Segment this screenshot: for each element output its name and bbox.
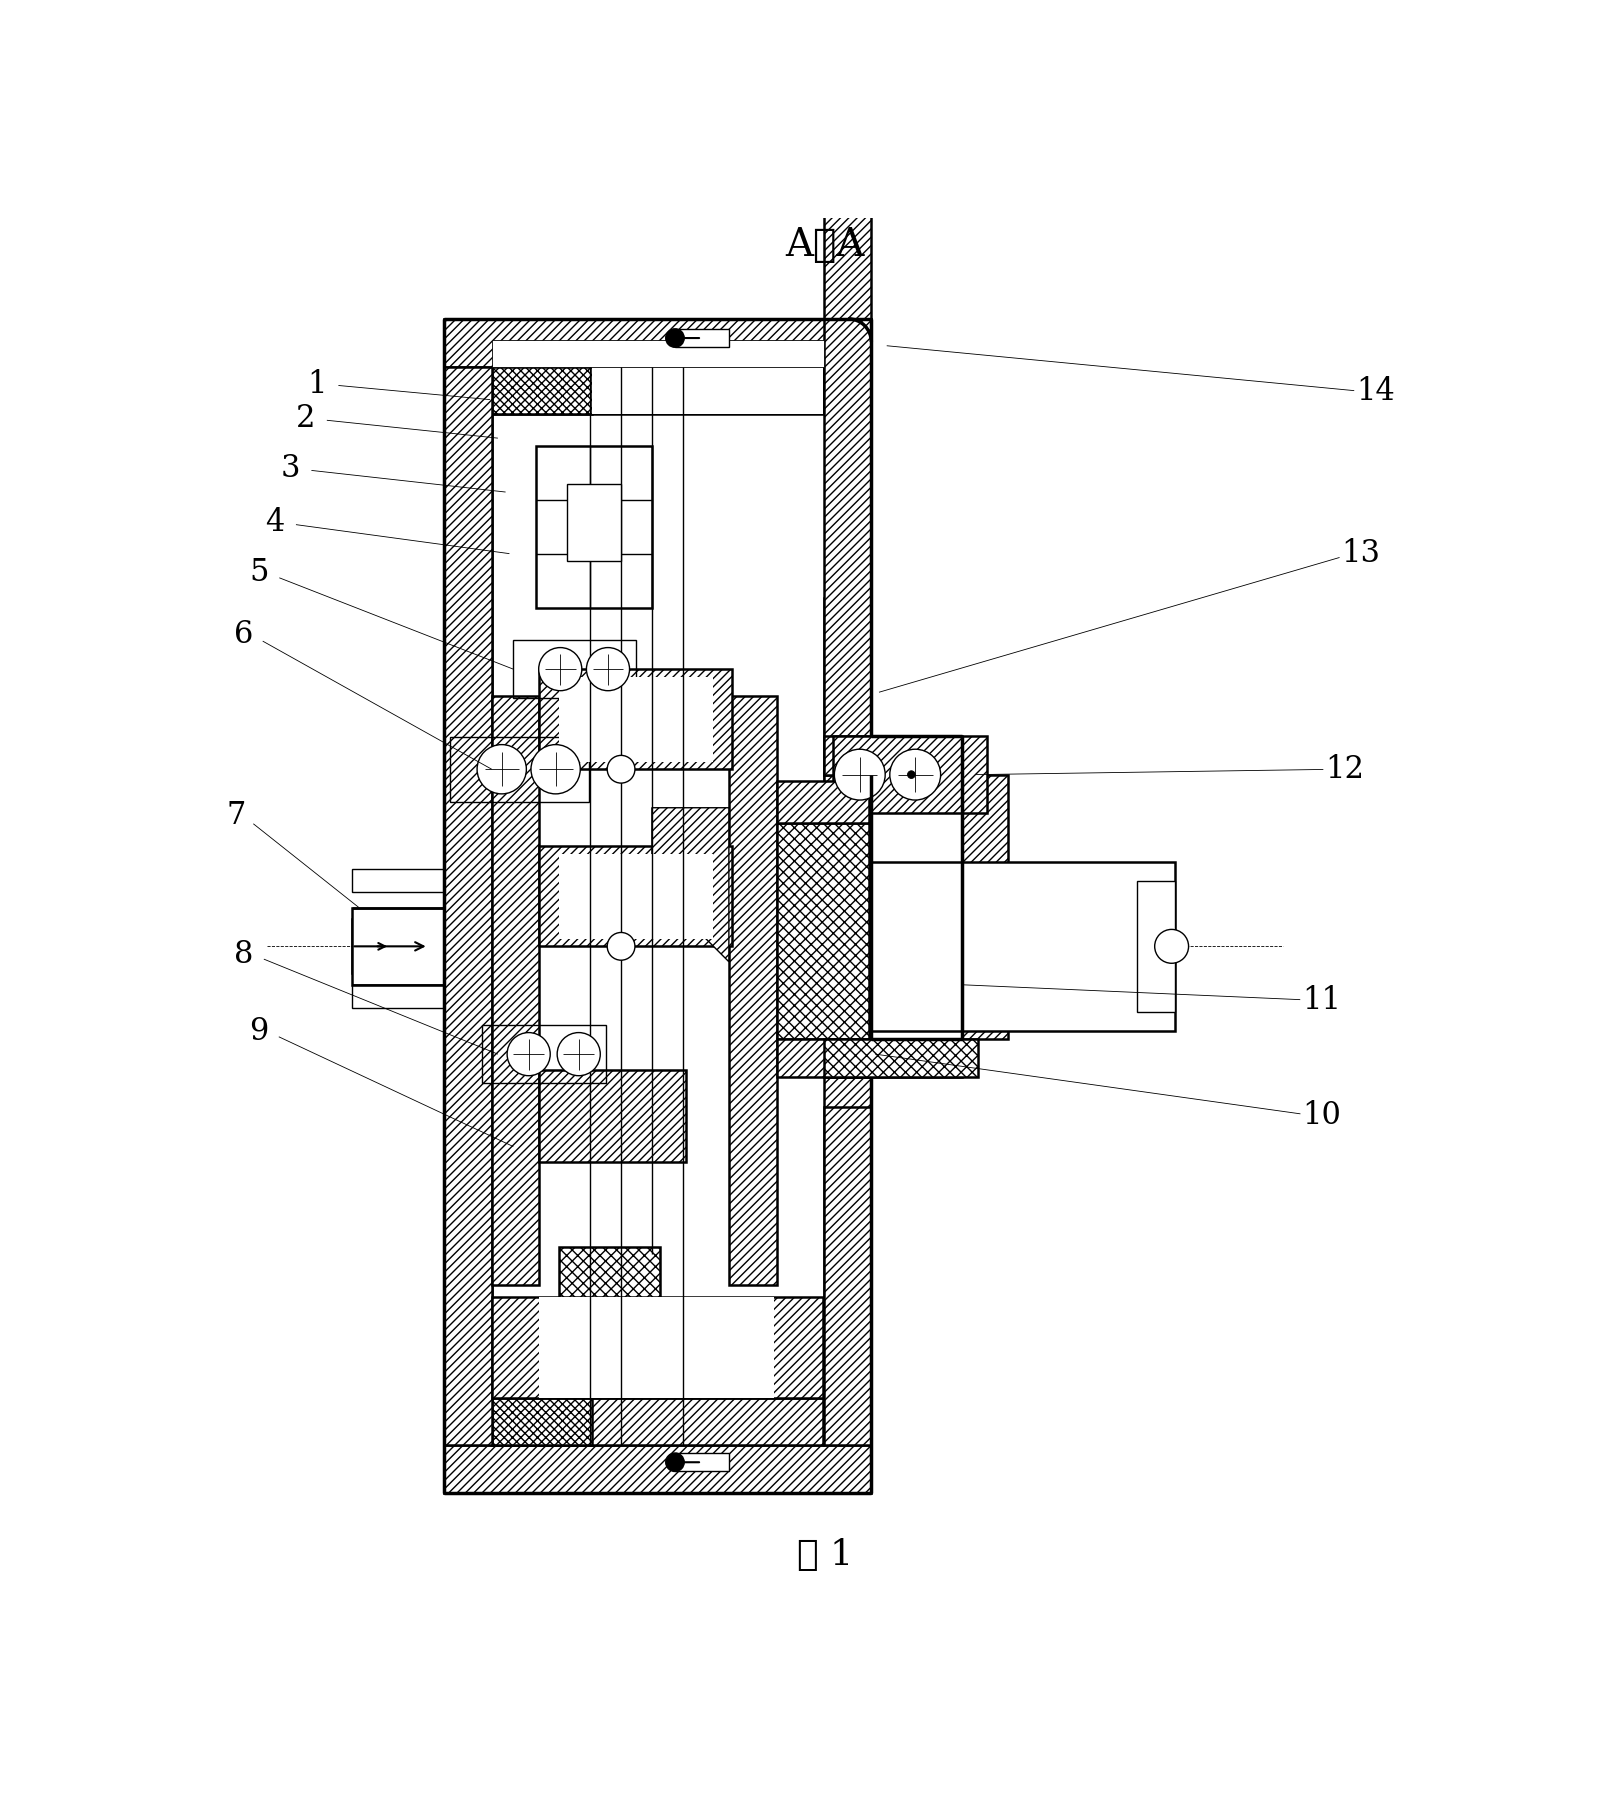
Bar — [539, 668, 733, 770]
Bar — [444, 1446, 871, 1493]
Text: 4: 4 — [266, 507, 285, 538]
Bar — [824, 1039, 977, 1077]
Circle shape — [667, 1453, 684, 1471]
Bar — [776, 781, 869, 823]
Bar — [824, 597, 871, 1446]
Bar — [491, 696, 539, 1286]
Bar — [776, 823, 869, 1039]
Bar — [1137, 881, 1175, 1012]
Bar — [444, 1446, 871, 1493]
Bar — [491, 1398, 592, 1446]
Bar — [539, 846, 733, 946]
Text: 12: 12 — [1325, 754, 1364, 785]
Bar — [729, 696, 776, 1286]
Bar — [592, 367, 823, 414]
Bar — [444, 367, 491, 1446]
Bar — [351, 984, 444, 1008]
Text: 14: 14 — [1356, 376, 1394, 407]
Text: 9: 9 — [250, 1015, 269, 1046]
Bar — [871, 861, 1175, 1031]
Text: 图 1: 图 1 — [797, 1538, 853, 1571]
Circle shape — [1154, 930, 1188, 962]
Bar — [539, 1297, 774, 1398]
Circle shape — [586, 648, 630, 690]
Bar — [444, 320, 871, 367]
Polygon shape — [652, 808, 729, 962]
Circle shape — [477, 745, 526, 794]
Bar — [824, 735, 963, 775]
Text: A－A: A－A — [786, 227, 865, 263]
Bar — [824, 320, 871, 775]
Circle shape — [667, 329, 684, 347]
Text: 6: 6 — [233, 619, 253, 650]
Bar — [675, 329, 729, 347]
Bar — [567, 485, 621, 561]
Text: 11: 11 — [1302, 984, 1341, 1015]
Circle shape — [531, 745, 580, 794]
Text: 2: 2 — [296, 403, 316, 434]
Bar — [444, 367, 491, 1446]
Circle shape — [834, 750, 886, 801]
Text: 1: 1 — [308, 369, 327, 400]
Bar — [451, 737, 589, 801]
Bar — [675, 1453, 729, 1471]
Bar — [491, 1398, 823, 1446]
Text: 5: 5 — [250, 558, 269, 588]
Circle shape — [890, 750, 940, 801]
Bar — [560, 1246, 660, 1308]
Bar — [560, 677, 713, 761]
Bar — [351, 919, 444, 973]
Text: 3: 3 — [280, 454, 299, 485]
Bar — [444, 320, 871, 367]
Circle shape — [557, 1033, 601, 1075]
Bar — [824, 775, 871, 1077]
Bar — [776, 1039, 869, 1077]
Bar — [483, 1024, 605, 1084]
Bar — [491, 340, 824, 367]
Bar — [514, 639, 636, 699]
Bar — [824, 1106, 871, 1446]
Text: 10: 10 — [1302, 1100, 1341, 1131]
Text: 7: 7 — [227, 799, 246, 832]
Bar — [491, 367, 592, 414]
Bar — [824, 0, 871, 367]
Circle shape — [607, 755, 634, 783]
Circle shape — [908, 770, 914, 779]
Bar — [351, 908, 444, 984]
Text: 8: 8 — [233, 939, 253, 970]
Circle shape — [539, 648, 581, 690]
Bar — [832, 735, 987, 814]
Bar — [351, 870, 444, 892]
Text: 13: 13 — [1341, 538, 1380, 568]
Bar — [539, 1070, 686, 1162]
Circle shape — [607, 932, 634, 961]
Bar — [824, 1039, 963, 1077]
Bar — [536, 447, 652, 608]
Bar — [963, 775, 1008, 1039]
Circle shape — [507, 1033, 551, 1075]
Bar — [491, 367, 823, 414]
Bar — [560, 854, 713, 939]
Bar — [491, 1297, 823, 1398]
